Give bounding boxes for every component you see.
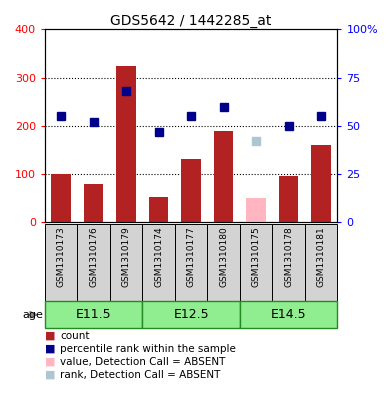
Bar [311, 145, 331, 222]
Bar [240, 224, 272, 301]
Text: GSM1310179: GSM1310179 [122, 226, 131, 287]
Text: GSM1310180: GSM1310180 [219, 226, 228, 287]
Bar [305, 224, 337, 301]
Text: GSM1310175: GSM1310175 [252, 226, 261, 287]
Bar [240, 301, 337, 328]
Text: GSM1310178: GSM1310178 [284, 226, 293, 287]
Text: ■: ■ [45, 331, 55, 341]
Bar [51, 174, 71, 222]
Text: percentile rank within the sample: percentile rank within the sample [60, 344, 236, 354]
Text: age: age [22, 310, 43, 320]
Text: GSM1310177: GSM1310177 [186, 226, 196, 287]
Bar [272, 224, 305, 301]
Text: E12.5: E12.5 [173, 308, 209, 321]
Bar [181, 160, 201, 222]
Bar [175, 224, 207, 301]
Bar [149, 197, 168, 222]
Text: value, Detection Call = ABSENT: value, Detection Call = ABSENT [60, 357, 226, 367]
Text: GDS5642 / 1442285_at: GDS5642 / 1442285_at [110, 14, 272, 28]
Text: ■: ■ [45, 370, 55, 380]
Bar [45, 224, 77, 301]
Text: GSM1310181: GSM1310181 [317, 226, 326, 287]
Text: ■: ■ [45, 357, 55, 367]
Bar [142, 301, 240, 328]
Bar [116, 66, 136, 222]
Bar [142, 224, 175, 301]
Bar [110, 224, 142, 301]
Text: E11.5: E11.5 [76, 308, 112, 321]
Text: rank, Detection Call = ABSENT: rank, Detection Call = ABSENT [60, 370, 221, 380]
Text: count: count [60, 331, 90, 341]
Bar [77, 224, 110, 301]
Text: E14.5: E14.5 [271, 308, 307, 321]
Bar [279, 176, 298, 222]
Bar [45, 301, 142, 328]
Text: GSM1310173: GSM1310173 [57, 226, 66, 287]
Text: ■: ■ [45, 344, 55, 354]
Text: GSM1310176: GSM1310176 [89, 226, 98, 287]
Bar [207, 224, 240, 301]
Bar [84, 184, 103, 222]
Text: GSM1310174: GSM1310174 [154, 226, 163, 287]
Bar [246, 198, 266, 222]
Bar [214, 130, 233, 222]
